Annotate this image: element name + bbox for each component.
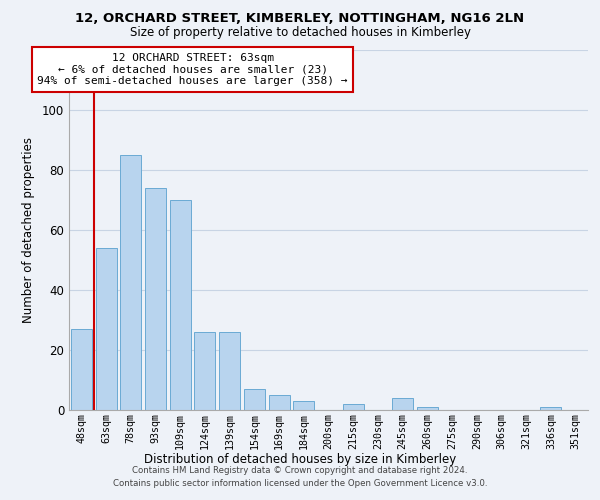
Bar <box>120 155 141 410</box>
Bar <box>293 401 314 410</box>
Text: Distribution of detached houses by size in Kimberley: Distribution of detached houses by size … <box>144 452 456 466</box>
Bar <box>95 248 116 410</box>
Bar <box>219 332 240 410</box>
Text: 12, ORCHARD STREET, KIMBERLEY, NOTTINGHAM, NG16 2LN: 12, ORCHARD STREET, KIMBERLEY, NOTTINGHA… <box>76 12 524 26</box>
Bar <box>343 404 364 410</box>
Bar <box>417 407 438 410</box>
Text: Size of property relative to detached houses in Kimberley: Size of property relative to detached ho… <box>130 26 470 39</box>
Bar <box>269 395 290 410</box>
Bar <box>170 200 191 410</box>
Y-axis label: Number of detached properties: Number of detached properties <box>22 137 35 323</box>
Bar <box>145 188 166 410</box>
Bar <box>392 398 413 410</box>
Bar <box>541 407 562 410</box>
Bar <box>71 329 92 410</box>
Bar <box>194 332 215 410</box>
Text: Contains HM Land Registry data © Crown copyright and database right 2024.
Contai: Contains HM Land Registry data © Crown c… <box>113 466 487 487</box>
Bar <box>244 389 265 410</box>
Text: 12 ORCHARD STREET: 63sqm
← 6% of detached houses are smaller (23)
94% of semi-de: 12 ORCHARD STREET: 63sqm ← 6% of detache… <box>37 53 348 86</box>
